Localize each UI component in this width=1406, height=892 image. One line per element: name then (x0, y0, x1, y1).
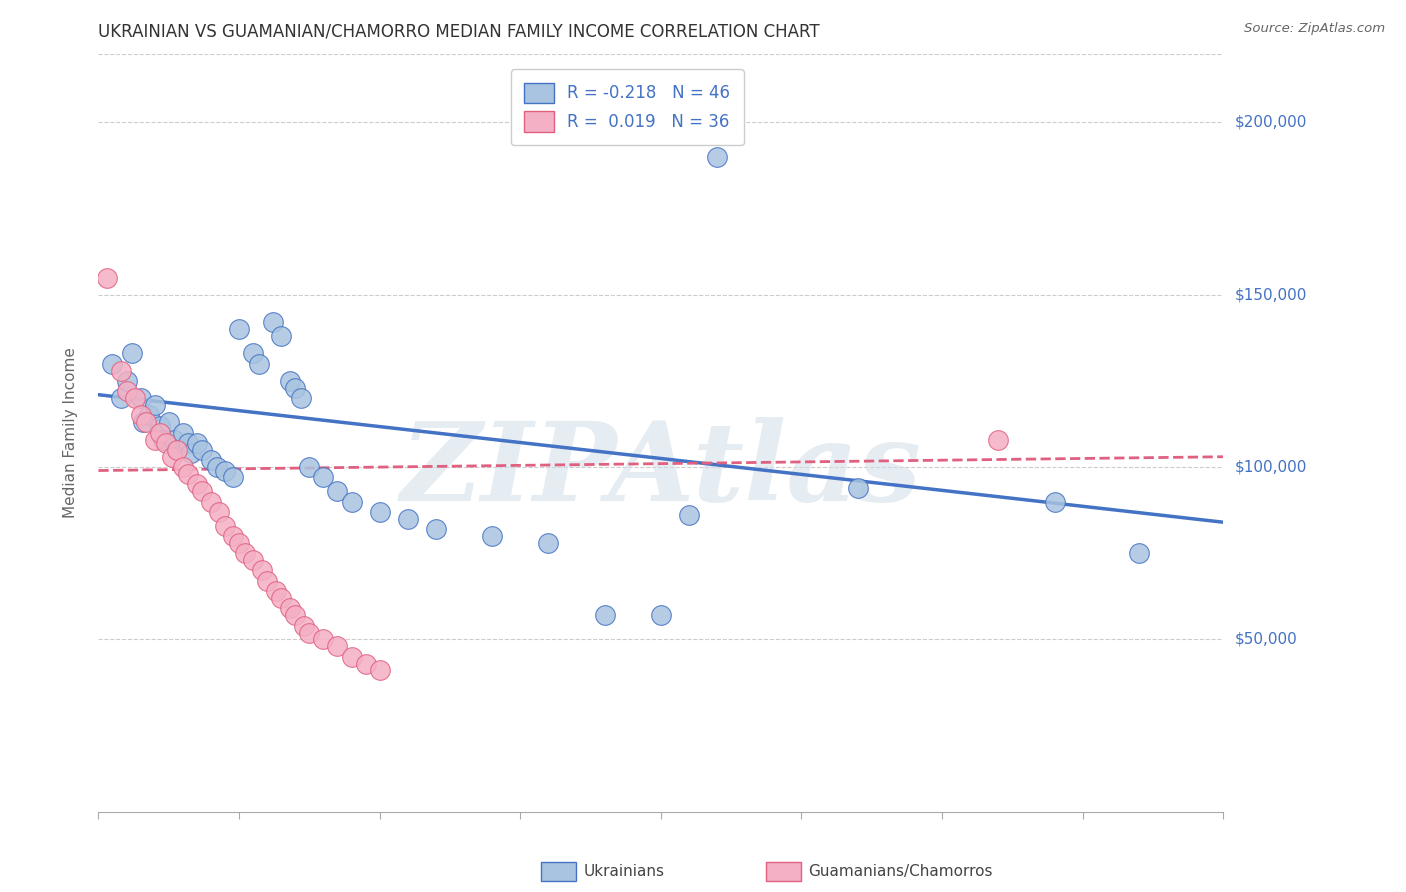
Y-axis label: Median Family Income: Median Family Income (63, 347, 77, 518)
Point (270, 329, 292, 343)
Point (186, 436, 208, 450)
Point (155, 436, 177, 450)
Point (1043, 494, 1066, 508)
Point (368, 505, 391, 519)
Point (846, 481, 869, 495)
Point (256, 574, 278, 588)
Point (228, 322, 250, 336)
Point (222, 470, 245, 484)
Point (278, 374, 301, 388)
Point (222, 529, 245, 543)
Point (262, 315, 284, 329)
Text: $150,000: $150,000 (1234, 287, 1306, 302)
Point (214, 518, 236, 533)
Point (233, 546, 256, 560)
Point (115, 374, 138, 388)
Point (340, 649, 363, 664)
Point (180, 446, 202, 460)
Point (143, 398, 166, 412)
Point (396, 512, 419, 526)
Point (214, 464, 236, 478)
Point (264, 584, 287, 599)
Point (110, 391, 132, 405)
Point (135, 415, 157, 429)
Point (163, 433, 186, 447)
Point (250, 564, 273, 578)
Point (149, 418, 172, 433)
Point (354, 657, 377, 671)
Point (205, 460, 228, 475)
Point (326, 640, 349, 654)
Point (96, 270, 118, 285)
Point (166, 442, 188, 457)
Text: Source: ZipAtlas.com: Source: ZipAtlas.com (1244, 22, 1385, 36)
Point (247, 357, 270, 371)
Point (124, 391, 146, 405)
Point (1128, 546, 1150, 560)
Point (242, 346, 264, 360)
Point (186, 477, 208, 491)
Point (138, 409, 160, 423)
Point (312, 470, 335, 484)
Point (152, 433, 174, 447)
Point (129, 409, 152, 423)
Point (537, 536, 560, 550)
Point (650, 608, 672, 623)
Text: Guamanians/Chamorros: Guamanians/Chamorros (808, 864, 993, 879)
Point (368, 664, 391, 678)
Point (172, 460, 194, 475)
Point (987, 433, 1010, 447)
Point (191, 442, 214, 457)
Point (177, 436, 200, 450)
Point (143, 433, 166, 447)
Point (312, 632, 335, 647)
Text: $50,000: $50,000 (1234, 632, 1298, 647)
Point (166, 442, 188, 457)
Point (340, 494, 363, 508)
Point (191, 484, 214, 499)
Point (157, 415, 180, 429)
Point (278, 601, 301, 615)
Point (200, 453, 222, 467)
Point (149, 425, 172, 440)
Point (593, 608, 616, 623)
Point (101, 357, 124, 371)
Point (242, 553, 264, 567)
Text: Ukrainians: Ukrainians (583, 864, 665, 879)
Point (290, 391, 312, 405)
Point (284, 381, 307, 395)
Point (208, 505, 231, 519)
Point (228, 536, 250, 550)
Point (172, 425, 194, 440)
Point (160, 450, 183, 464)
Text: ZIPAtlas: ZIPAtlas (401, 417, 921, 524)
Point (284, 608, 307, 623)
Text: UKRAINIAN VS GUAMANIAN/CHAMORRO MEDIAN FAMILY INCOME CORRELATION CHART: UKRAINIAN VS GUAMANIAN/CHAMORRO MEDIAN F… (98, 23, 820, 41)
Point (425, 522, 447, 536)
Point (706, 150, 728, 164)
Point (177, 467, 200, 481)
Point (326, 484, 349, 499)
Legend: R = -0.218   N = 46, R =  0.019   N = 36: R = -0.218 N = 46, R = 0.019 N = 36 (510, 70, 744, 145)
Point (110, 363, 132, 377)
Point (115, 384, 138, 399)
Point (292, 618, 315, 632)
Point (121, 346, 143, 360)
Text: $200,000: $200,000 (1234, 115, 1306, 130)
Point (298, 625, 321, 640)
Point (200, 494, 222, 508)
Text: $100,000: $100,000 (1234, 459, 1306, 475)
Point (481, 529, 503, 543)
Point (270, 591, 292, 605)
Point (129, 391, 152, 405)
Point (132, 415, 155, 429)
Point (298, 460, 321, 475)
Point (678, 508, 700, 523)
